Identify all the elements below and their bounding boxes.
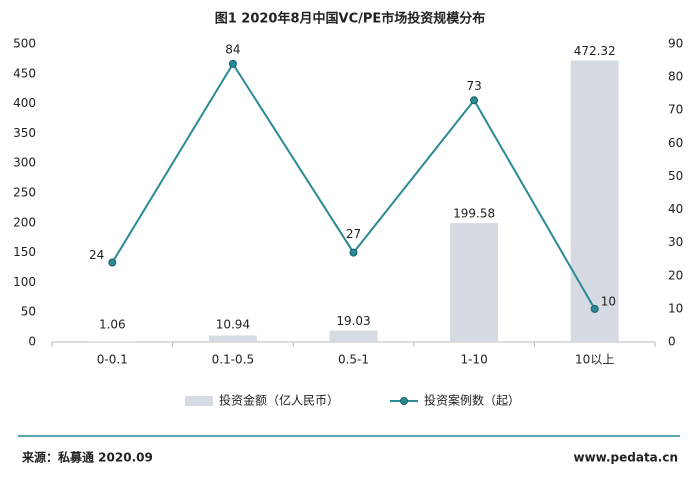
bar-value-label: 472.32 <box>574 44 616 58</box>
y-tick-label: 300 <box>13 156 36 170</box>
bar-value-label: 19.03 <box>336 314 370 328</box>
bar <box>88 341 137 342</box>
y2-tick-label: 10 <box>668 301 683 315</box>
y2-tick-label: 40 <box>668 202 683 216</box>
line-marker <box>108 258 117 267</box>
legend-label: 投资案例数（起） <box>424 393 520 408</box>
bar-value-label: 1.06 <box>99 318 126 332</box>
y-tick-label: 450 <box>13 66 36 80</box>
line-marker <box>590 304 599 313</box>
x-tick-label: 10以上 <box>575 353 614 367</box>
chart-title: 图1 2020年8月中国VC/PE市场投资规模分布 <box>215 11 486 27</box>
bar <box>329 330 378 342</box>
y-tick-label: 350 <box>13 126 36 140</box>
line-value-label: 73 <box>466 79 481 93</box>
y-tick-label: 200 <box>13 215 36 229</box>
y-tick-label: 500 <box>13 37 36 51</box>
source: 来源：私募通 2020.09 <box>21 450 153 465</box>
legend-swatch <box>185 396 213 406</box>
x-tick-label: 0-0.1 <box>97 353 128 367</box>
bar <box>450 223 499 342</box>
legend-marker <box>400 397 408 405</box>
y2-tick-label: 0 <box>668 335 676 349</box>
line-marker <box>228 59 237 68</box>
bar <box>208 335 257 342</box>
y2-tick-label: 50 <box>668 169 683 183</box>
y2-tick-label: 20 <box>668 268 683 282</box>
bar <box>570 60 619 342</box>
x-tick-label: 0.1-0.5 <box>212 353 255 367</box>
x-tick-label: 1-10 <box>460 353 487 367</box>
line-value-label: 24 <box>89 248 104 262</box>
line-marker <box>349 248 358 257</box>
y2-tick-label: 90 <box>668 37 683 51</box>
y-tick-label: 250 <box>13 186 36 200</box>
y2-tick-label: 30 <box>668 235 683 249</box>
line <box>111 61 596 310</box>
website: www.pedata.cn <box>573 451 678 465</box>
y-tick-label: 100 <box>13 275 36 289</box>
y2-tick-label: 80 <box>668 70 683 84</box>
bar-value-label: 10.94 <box>216 318 250 332</box>
y2-tick-label: 70 <box>668 103 683 117</box>
line-value-label: 10 <box>601 294 616 308</box>
line-value-label: 27 <box>346 227 361 241</box>
y-tick-label: 0 <box>28 335 36 349</box>
legend-label: 投资金额（亿人民币） <box>219 393 339 408</box>
y-tick-label: 50 <box>21 305 36 319</box>
y-tick-label: 400 <box>13 96 36 110</box>
line-marker <box>470 96 479 105</box>
x-tick-label: 0.5-1 <box>338 353 369 367</box>
bar-value-label: 199.58 <box>453 207 495 221</box>
y2-tick-label: 60 <box>668 136 683 150</box>
y-tick-label: 150 <box>13 245 36 259</box>
line-value-label: 84 <box>225 42 240 56</box>
